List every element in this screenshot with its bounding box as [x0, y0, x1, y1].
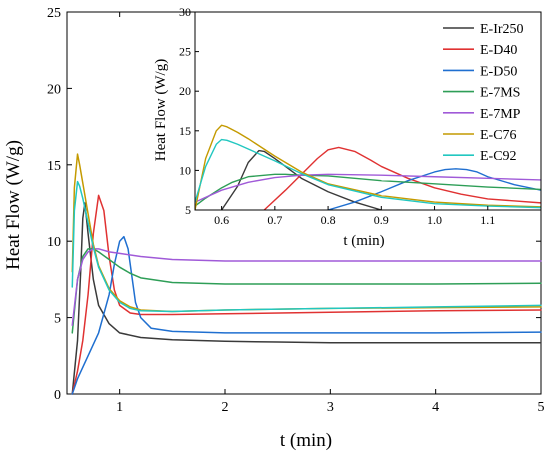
- legend-item-e-c76: E-C76: [443, 128, 517, 143]
- inset-y-tick-label: 30: [179, 5, 191, 19]
- inset-x-tick-label: 0.7: [267, 213, 282, 227]
- series-line-e-d50: [71, 235, 542, 395]
- inset-y-tick-label: 20: [179, 84, 191, 98]
- inset-series-line-e-ir250: [220, 149, 383, 210]
- inset-x-tick-label: 0.6: [214, 213, 229, 227]
- y-tick-label: 25: [47, 6, 61, 21]
- series-line-e-c92: [71, 180, 542, 313]
- legend-item-e-ir250: E-Ir250: [443, 22, 524, 37]
- legend-label: E-7MP: [480, 107, 521, 122]
- x-tick-label: 3: [327, 400, 334, 415]
- inset-series-line-e-c76: [195, 124, 541, 210]
- inset-x-tick-label: 1.1: [480, 213, 495, 227]
- inset-series-line-e-7mp: [195, 173, 541, 203]
- y-tick-label: 5: [54, 312, 61, 327]
- legend-item-e-c92: E-C92: [443, 149, 517, 164]
- legend-label: E-Ir250: [480, 22, 524, 37]
- series-line-e-ir250: [71, 202, 542, 395]
- legend-item-e-d50: E-D50: [443, 64, 517, 79]
- inset-y-tick-label: 10: [179, 163, 191, 177]
- x-tick-label: 1: [116, 400, 123, 415]
- inset-y-tick-label: 25: [179, 45, 191, 59]
- legend-item-e-7mp: E-7MP: [443, 107, 521, 122]
- y-tick-label: 0: [54, 388, 61, 403]
- legend-label: E-D50: [480, 64, 517, 79]
- y-tick-label: 20: [47, 82, 61, 97]
- legend-label: E-C76: [480, 128, 517, 143]
- legend-item-e-d40: E-D40: [443, 43, 517, 58]
- inset-series-group: [195, 124, 541, 210]
- legend-item-e-7ms: E-7MS: [443, 86, 520, 101]
- inset-x-tick-label: 0.8: [321, 213, 336, 227]
- series-line-e-7mp: [71, 248, 542, 326]
- legend-label: E-C92: [480, 149, 517, 164]
- inset-x-tick-label: 1.0: [427, 213, 442, 227]
- main-series-group: [71, 153, 542, 395]
- inset-plot-frame: [194, 11, 542, 211]
- y-axis-title: Heat Flow (W/g): [3, 140, 24, 270]
- series-line-e-d40: [71, 194, 542, 395]
- inset-y-axis-title: Heat Flow (W/g): [153, 59, 169, 161]
- inset-series-line-e-d40: [263, 146, 541, 210]
- inset-series-line-e-7ms: [195, 173, 541, 207]
- inset-series-line-e-c92: [195, 138, 541, 209]
- x-tick-label: 4: [432, 400, 439, 415]
- legend-label: E-D40: [480, 43, 517, 58]
- series-line-e-7ms: [71, 248, 542, 334]
- x-tick-label: 5: [538, 400, 545, 415]
- y-tick-label: 10: [47, 235, 61, 250]
- y-tick-label: 15: [47, 159, 61, 174]
- x-tick-label: 2: [222, 400, 229, 415]
- inset-y-tick-label: 15: [179, 124, 191, 138]
- legend-label: E-7MS: [480, 86, 520, 101]
- inset-x-tick-label: 0.9: [374, 213, 389, 227]
- inset-x-axis-title: t (min): [343, 233, 384, 249]
- x-axis-title: t (min): [280, 430, 332, 451]
- inset-axes: 0.6 0.7 0.8 0.9 1.0 1.1 5 10 15 20 25 30: [179, 5, 542, 227]
- inset-y-tick-label: 5: [185, 203, 191, 217]
- legend: E-Ir250 E-D40 E-D50 E-7MS E-7MP E-C76 E-C92: [443, 22, 524, 164]
